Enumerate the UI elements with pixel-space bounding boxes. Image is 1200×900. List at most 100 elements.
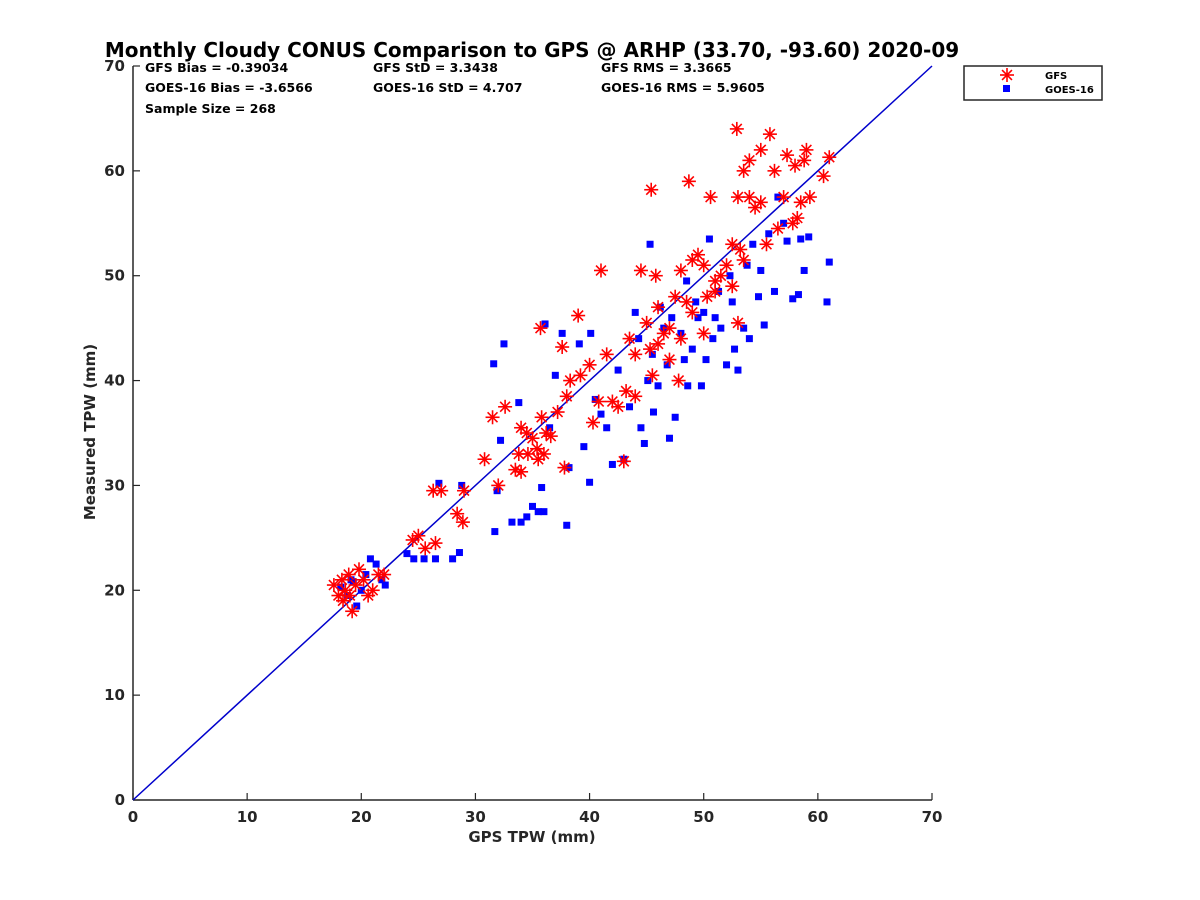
goes-16-point [608, 460, 616, 468]
goes-16-point [717, 324, 725, 332]
goes-16-point [490, 360, 498, 368]
gfs-point [797, 153, 812, 168]
goes-16-point [637, 424, 645, 432]
gfs-point [455, 515, 470, 530]
gfs-point [491, 478, 506, 493]
goes-16-point [381, 581, 389, 589]
gfs-point [563, 373, 578, 388]
x-tick-label: 60 [807, 808, 828, 826]
stat-goes-std: GOES-16 StD = 4.707 [373, 80, 522, 95]
goes-16-point [523, 513, 531, 521]
goes-16-point [700, 308, 708, 316]
gfs-point [593, 263, 608, 278]
legend-gfs-label: GFS [1045, 71, 1067, 82]
goes-16-point [797, 235, 805, 243]
goes-16-point [770, 287, 778, 295]
gfs-point [673, 263, 688, 278]
gfs-point [816, 169, 831, 184]
goes-16-point [431, 555, 439, 563]
goes-16-point [435, 479, 443, 487]
goes-16-point [640, 439, 648, 447]
gfs-point [645, 368, 660, 383]
goes-16-point [665, 434, 673, 442]
gfs-point [534, 410, 549, 425]
goes-16-point [783, 237, 791, 245]
y-tick-label: 0 [115, 791, 125, 809]
gfs-point [644, 182, 659, 197]
goes-16-point [740, 324, 748, 332]
x-tick-label: 20 [351, 808, 372, 826]
goes-16-point [697, 382, 705, 390]
goes-16-point [546, 424, 554, 432]
goes-16-point [515, 399, 523, 407]
goes-16-point [449, 555, 457, 563]
gfs-point [336, 593, 351, 608]
gfs-point [753, 142, 768, 157]
goes-16-point [757, 266, 765, 274]
gfs-point [643, 342, 658, 357]
stat-goes-bias: GOES-16 Bias = -3.6566 [145, 80, 313, 95]
y-tick-label: 20 [104, 581, 125, 599]
gfs-point [434, 483, 449, 498]
goes-16-point [726, 272, 734, 280]
goes-16-point [563, 521, 571, 529]
gfs-point [352, 562, 367, 577]
gfs-point [696, 326, 711, 341]
y-tick-label: 60 [104, 162, 125, 180]
gfs-point [770, 221, 785, 236]
goes-16-point [728, 298, 736, 306]
axes: 0 10 20 30 40 50 60 70 0 10 20 30 40 50 60 70 [104, 57, 942, 826]
gfs-point [668, 289, 683, 304]
goes-16-point [731, 345, 739, 353]
goes-16-point [805, 233, 813, 241]
goes-16-point [372, 560, 380, 568]
goes-16-point [534, 508, 542, 516]
goes-16-point [760, 321, 768, 329]
gfs-point [345, 604, 360, 619]
x-tick-label: 50 [693, 808, 714, 826]
gfs-point [802, 190, 817, 205]
gfs-point [418, 541, 433, 556]
goes-16-point [663, 361, 671, 369]
gfs-point [616, 454, 631, 469]
goes-16-point [455, 549, 463, 557]
gfs-point [426, 483, 441, 498]
gfs-point [696, 258, 711, 273]
goes-16-point [362, 571, 370, 579]
legend-gfs-asterisk [1000, 68, 1014, 82]
goes-16-point [789, 295, 797, 303]
gfs-point [648, 268, 663, 283]
gfs-point [559, 389, 574, 404]
gfs-point [685, 305, 700, 320]
x-axis-label: GPS TPW (mm) [468, 828, 595, 846]
goes-16-point [626, 403, 634, 411]
goes-16-point [538, 484, 546, 492]
gfs-point [759, 237, 774, 252]
gfs-point [725, 279, 740, 294]
goes-16-point [794, 291, 802, 299]
goes-16-point [491, 528, 499, 536]
goes-16-point [705, 235, 713, 243]
gfs-point [822, 150, 837, 165]
gfs-point [508, 462, 523, 477]
gfs-point [679, 294, 694, 309]
legend-goes-16-label: GOES-16 [1045, 85, 1094, 96]
gfs-point [450, 506, 465, 521]
gfs-point [790, 211, 805, 226]
gfs-point [708, 284, 723, 299]
gfs-point [691, 247, 706, 262]
goes-16-point [668, 314, 676, 322]
goes-16-point [646, 240, 654, 248]
gfs-point [742, 153, 757, 168]
gfs-point [671, 373, 686, 388]
x-tick-label: 70 [922, 808, 943, 826]
goes-16-point [694, 314, 702, 322]
legend-box [963, 65, 1103, 101]
goes-16-point [591, 395, 599, 403]
goes-16-point [671, 413, 679, 421]
gfs-point [633, 263, 648, 278]
goes-16-point [654, 382, 662, 390]
stat-gfs-std: GFS StD = 3.3438 [373, 60, 498, 75]
gfs-point [543, 429, 558, 444]
